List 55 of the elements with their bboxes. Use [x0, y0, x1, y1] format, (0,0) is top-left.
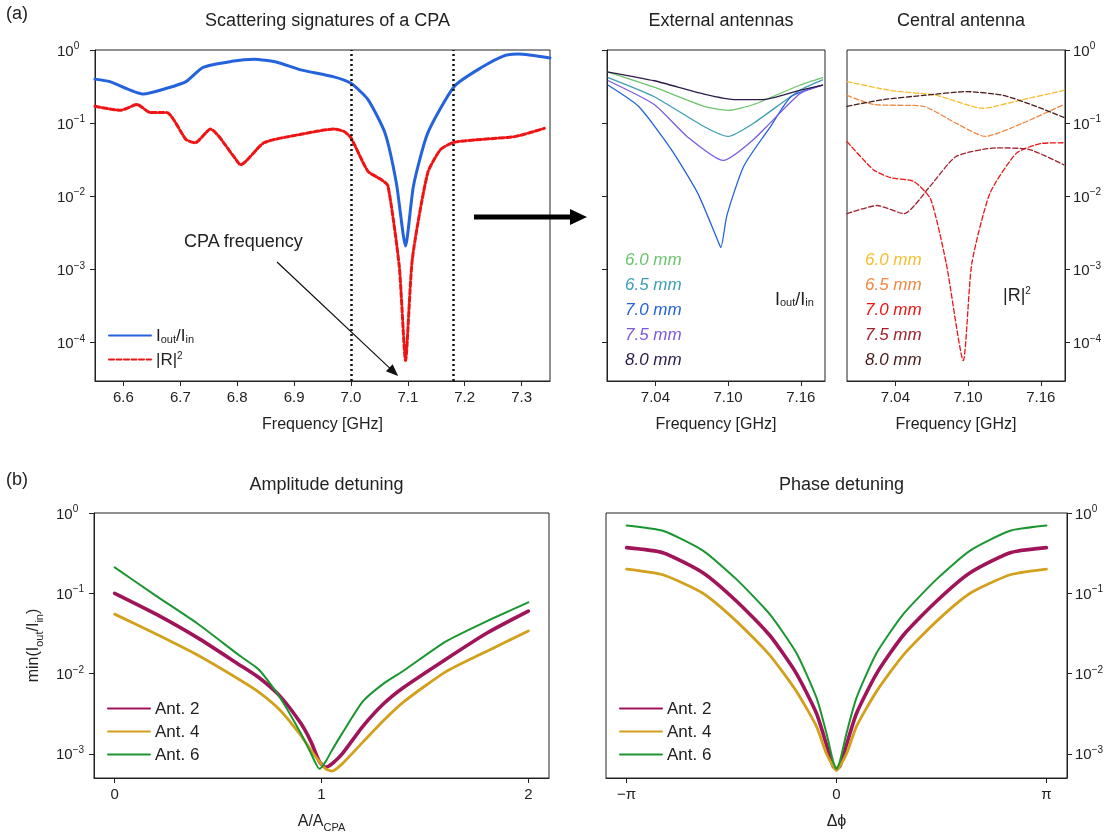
line-series [846, 90, 1065, 119]
x-tick-label: 7.2 [454, 388, 476, 405]
line-series [846, 80, 1065, 109]
text: (a) [6, 3, 28, 23]
text: 7.0 mm [625, 300, 682, 319]
legend-label: Ant. 2 [667, 699, 712, 718]
x-tick-label: 7.16 [786, 388, 816, 405]
x-tick-label: 2 [524, 785, 533, 802]
legend-label: Ant. 4 [667, 722, 712, 741]
legend-label: Ant. 2 [155, 699, 200, 718]
x-tick-label: π [1041, 785, 1052, 802]
line-series [846, 94, 1065, 138]
legend-label: Ant. 6 [155, 745, 200, 764]
x-tick-label: 7.04 [640, 388, 671, 405]
x-tick-label: −π [617, 785, 637, 802]
x-tick-label: 7.1 [397, 388, 419, 405]
x-tick-label: 7.0 [340, 388, 362, 405]
x-tick-label: 1 [317, 785, 326, 802]
x-tick-label: 7.3 [511, 388, 532, 405]
annotation: CPA frequency [184, 231, 303, 251]
chart-title: Amplitude detuning [249, 474, 404, 494]
x-tick-label: 0 [110, 785, 119, 802]
text: 7.5 mm [865, 325, 922, 344]
x-tick-label: 7.16 [1026, 388, 1056, 405]
legend-label: Ant. 6 [667, 745, 712, 764]
series-label: 7.0 mm [865, 300, 922, 319]
text: 6.0 mm [625, 250, 682, 269]
legend-label: Ant. 4 [155, 722, 200, 741]
x-tick-label: 7.04 [880, 388, 911, 405]
x-axis-title: Δϕ [826, 811, 847, 829]
x-tick-label: 6.9 [283, 388, 305, 405]
x-axis-title: Frequency [GHz] [655, 414, 777, 432]
line-series [846, 147, 1065, 215]
x-tick-label: 6.7 [169, 388, 191, 405]
text: 8.0 mm [625, 350, 682, 369]
x-tick-label: 6.6 [113, 388, 134, 405]
x-axis-title: Frequency [GHz] [262, 414, 383, 432]
text: 7.5 mm [625, 325, 682, 344]
text: 8.0 mm [865, 350, 922, 369]
x-tick-label: 0 [832, 785, 841, 802]
text: 6.5 mm [625, 275, 682, 294]
chart-title: Central antenna [896, 10, 1027, 30]
y-axis-title: min(Iout/Iin) [23, 608, 45, 683]
legend-label: Iout/Iin [156, 326, 195, 345]
annotation: Iout/Iin [775, 289, 814, 309]
text: 6.0 mm [865, 250, 922, 269]
x-tick-label: 7.10 [713, 388, 743, 405]
chart-title: Phase detuning [778, 474, 905, 494]
x-tick-label: 6.8 [226, 388, 248, 405]
x-tick-label: 7.10 [953, 388, 983, 405]
chart-title: Scattering signatures of a CPA [205, 10, 450, 30]
text: 6.5 mm [865, 275, 922, 294]
x-axis-title: Frequency [GHz] [895, 414, 1017, 432]
text: (b) [6, 469, 28, 489]
chart-title: External antennas [648, 10, 794, 30]
